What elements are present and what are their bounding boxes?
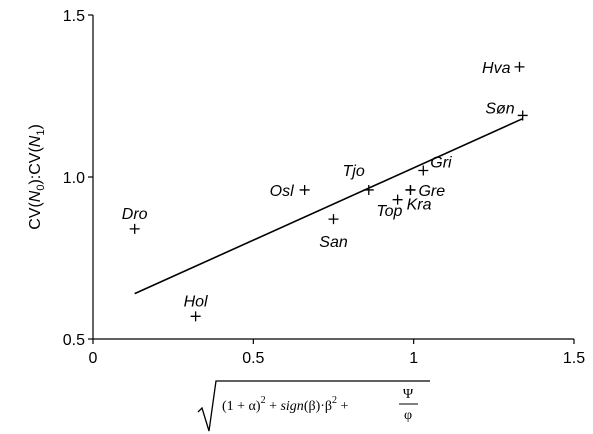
data-point-san: San: [319, 214, 348, 251]
y-tick-label: 0.5: [63, 332, 85, 349]
formula-beta: (β)·β: [304, 399, 332, 414]
point-label: Hol: [184, 293, 208, 310]
regression-line: [134, 117, 524, 295]
x-tick-label: 0: [89, 350, 98, 367]
data-point-osl: Osl: [270, 183, 310, 200]
x-axis-ticks: 0 0.5 1 1.5: [89, 339, 585, 367]
point-marker: [129, 223, 140, 234]
point-marker: [392, 194, 403, 205]
point-label: Tjo: [343, 163, 365, 180]
formula-sup2: 2: [332, 395, 337, 406]
point-marker: [299, 184, 310, 195]
point-label: Dro: [122, 206, 148, 223]
y-title-sub1: 1: [35, 130, 47, 136]
formula-frac-den: φ: [404, 408, 412, 423]
x-formula-text: (1 + α)2 + sign(β)·β2 +: [222, 395, 352, 414]
sqrt-sign: [197, 380, 430, 432]
formula-sign: sign: [280, 399, 303, 414]
point-marker: [514, 61, 525, 72]
data-point-top: Top: [376, 184, 416, 220]
formula-open: (1 + α): [222, 399, 261, 414]
y-title-sub0: 0: [35, 185, 47, 191]
y-title-mid: ):CV(: [27, 147, 44, 185]
point-label: Hva: [482, 60, 511, 77]
point-label: Osl: [270, 183, 294, 200]
x-tick-label: 1: [409, 350, 418, 367]
data-point-tjo: Tjo: [343, 163, 374, 195]
data-point-dro: Dro: [122, 206, 148, 234]
y-title-n0: N: [27, 190, 44, 202]
data-point-hol: Hol: [184, 293, 208, 322]
y-tick-label: 1.0: [63, 170, 85, 187]
y-title-cv0: CV(: [27, 202, 44, 230]
y-axis-ticks: 0.5 1.0 1.5: [63, 8, 93, 349]
x-tick-label: 1.5: [563, 350, 585, 367]
point-marker: [363, 184, 374, 195]
x-tick-label: 0.5: [242, 350, 264, 367]
point-label: Top: [376, 203, 402, 220]
data-point-søn: Søn: [485, 100, 528, 121]
point-label: Gre: [418, 183, 445, 200]
formula-frac-num: Ψ: [403, 387, 414, 402]
point-label: Kra: [407, 197, 432, 214]
point-marker: [418, 165, 429, 176]
y-axis-title: CV(N0):CV(N1): [27, 124, 47, 230]
point-marker: [405, 184, 416, 195]
data-point-hva: Hva: [482, 60, 525, 77]
formula-plus2: +: [337, 399, 352, 414]
point-label: Gri: [430, 155, 452, 172]
point-marker: [517, 110, 528, 121]
data-point-kra: Kra: [392, 194, 432, 214]
formula-sup1: 2: [261, 395, 266, 406]
y-tick-label: 1.5: [63, 8, 85, 25]
y-title-end: ): [27, 124, 44, 129]
point-label: San: [319, 234, 348, 251]
y-title-n1: N: [27, 135, 44, 147]
point-label: Søn: [485, 100, 514, 117]
point-marker: [190, 311, 201, 322]
formula-plus1: +: [266, 399, 281, 414]
data-point-gri: Gri: [418, 155, 452, 176]
x-axis-title: (1 + α)2 + sign(β)·β2 + Ψ φ: [197, 380, 430, 432]
point-marker: [328, 214, 339, 225]
